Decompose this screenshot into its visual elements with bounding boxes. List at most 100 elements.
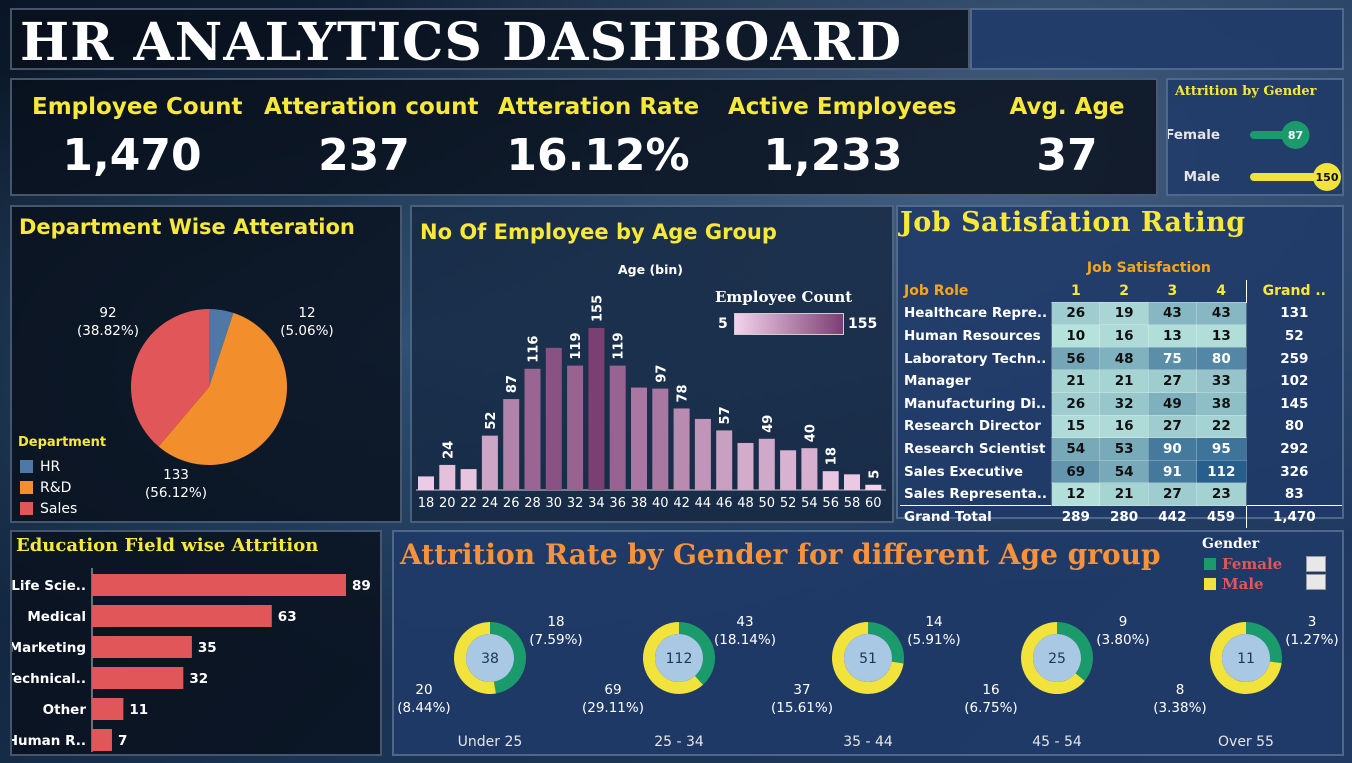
bar — [652, 388, 669, 490]
legend-title: Department — [18, 435, 107, 450]
table-row: Human Resources 10 16 13 13 52 — [900, 324, 1342, 348]
bar — [524, 368, 541, 490]
gender-legend: Female Male — [1204, 554, 1282, 594]
legend-item[interactable]: Male — [1204, 574, 1282, 594]
legend-item[interactable]: Female — [1204, 554, 1282, 574]
tick-label: 44 — [695, 496, 712, 511]
donut-female — [1246, 622, 1282, 664]
donut-label-female: (1.27%) — [1285, 632, 1338, 648]
table-row: Research Director 15 16 27 22 80 — [900, 414, 1342, 439]
panel-title: Attrition by Gender — [1175, 84, 1317, 99]
pie-label: 133 — [163, 467, 189, 483]
donut-total: 25 — [1048, 651, 1066, 667]
group-label: Over 55 — [1218, 734, 1274, 750]
pie-slice — [131, 309, 209, 447]
legend-item: HR — [20, 456, 77, 477]
table-cell: 26 — [1051, 301, 1101, 326]
grand-total-cell: 280 — [1099, 505, 1149, 529]
table-cell: 13 — [1147, 324, 1198, 348]
row-label: Healthcare Repre.. — [904, 305, 1048, 322]
tick-label: 36 — [609, 496, 626, 511]
table-cell: 26 — [1051, 392, 1101, 416]
kpi-label: Active Employees — [728, 94, 957, 120]
table-cell: 13 — [1196, 324, 1247, 348]
bar — [758, 438, 775, 490]
job-satisfaction-panel: Job Satisfation Rating Job Satisfaction … — [896, 205, 1344, 529]
grand-total-label: Grand Total — [900, 505, 1052, 529]
table-cell: 54 — [1099, 459, 1149, 484]
donut-label-female: 9 — [1119, 614, 1128, 630]
legend-swatch — [20, 460, 33, 473]
donut-center — [1222, 634, 1270, 682]
bar — [822, 471, 839, 490]
pie-label: (56.12%) — [145, 485, 207, 501]
tick-label: 28 — [524, 496, 541, 511]
donut-label-female: (18.14%) — [714, 632, 776, 648]
bar — [609, 365, 626, 490]
kpi-value: 1,470 — [62, 130, 202, 181]
lollipop-head — [1281, 121, 1310, 149]
donut-total: 51 — [859, 651, 877, 667]
table-cell: 27 — [1147, 414, 1198, 439]
kpi-attrition-rate: Atteration Rate 16.12% — [498, 94, 700, 181]
kpi-value: 16.12% — [506, 130, 690, 181]
donut-center — [655, 634, 703, 682]
tick-label: 30 — [546, 496, 563, 511]
row-label: Research Scientist — [904, 441, 1046, 458]
lollipop-value: 150 — [1316, 171, 1339, 184]
data-label: 119 — [612, 332, 627, 359]
legend-min: 5 — [718, 316, 728, 332]
row-total: 131 — [1245, 302, 1342, 325]
bar — [439, 464, 456, 490]
legend-swatch — [20, 502, 33, 515]
donut-label-male: 20 — [415, 682, 432, 698]
tick-label: 46 — [716, 496, 733, 511]
table-cell: 27 — [1147, 482, 1198, 507]
table-cell: 49 — [1147, 392, 1198, 416]
bar — [418, 476, 434, 490]
bar — [92, 636, 192, 658]
column-header: 3 — [1167, 282, 1178, 299]
table-cell: 54 — [1051, 437, 1101, 461]
pie-label: (38.82%) — [77, 323, 139, 339]
kpi-label: Avg. Age — [1009, 94, 1125, 120]
panel-title: No Of Employee by Age Group — [420, 220, 777, 244]
kpi-label: Employee Count — [32, 94, 243, 120]
data-label: 97 — [654, 365, 669, 383]
donut-label-male: 37 — [793, 682, 810, 698]
tick-label: 48 — [737, 496, 754, 511]
legend-filter-box[interactable] — [1306, 574, 1326, 590]
table-row: Sales Executive 69 54 91 112 326 — [900, 459, 1342, 484]
panel-title: Department Wise Atteration — [19, 215, 355, 239]
table-row: Manufacturing Di.. 26 32 49 38 145 — [900, 392, 1342, 416]
row-label: Research Director — [904, 418, 1041, 435]
row-label: Sales Executive — [904, 463, 1024, 480]
kpi-label: Atteration Rate — [498, 94, 700, 120]
age-group-panel: No Of Employee by Age Group Age (bin) Em… — [410, 205, 894, 523]
table-cell: 16 — [1099, 324, 1149, 348]
data-label: 89 — [352, 578, 371, 594]
tick-label: 38 — [631, 496, 648, 511]
bar — [716, 430, 733, 490]
tick-label: 58 — [844, 496, 861, 511]
donut-label-female: 14 — [925, 614, 942, 630]
bar — [865, 484, 882, 490]
kpi-active-employees: Active Employees 1,233 — [728, 94, 957, 181]
donut-label-male: (15.61%) — [771, 700, 833, 716]
donut-total: 11 — [1237, 651, 1255, 667]
table-cell: 16 — [1099, 414, 1149, 439]
donut-female — [679, 622, 715, 685]
donut-center — [1033, 634, 1081, 682]
column-group-header: Job Satisfaction — [1086, 260, 1211, 277]
row-label: Manufacturing Di.. — [904, 395, 1047, 412]
bar — [737, 442, 754, 490]
row-header: Job Role — [904, 282, 969, 299]
gender-lollipop-chart: Female 87 Male 150 — [1168, 121, 1341, 191]
table-cell: 21 — [1099, 482, 1149, 507]
donut-male — [1210, 622, 1282, 694]
donut-label-male: (8.44%) — [397, 700, 450, 716]
bar — [92, 729, 112, 751]
legend-filter-box[interactable] — [1306, 556, 1326, 572]
legend-label: Male — [1222, 575, 1264, 593]
